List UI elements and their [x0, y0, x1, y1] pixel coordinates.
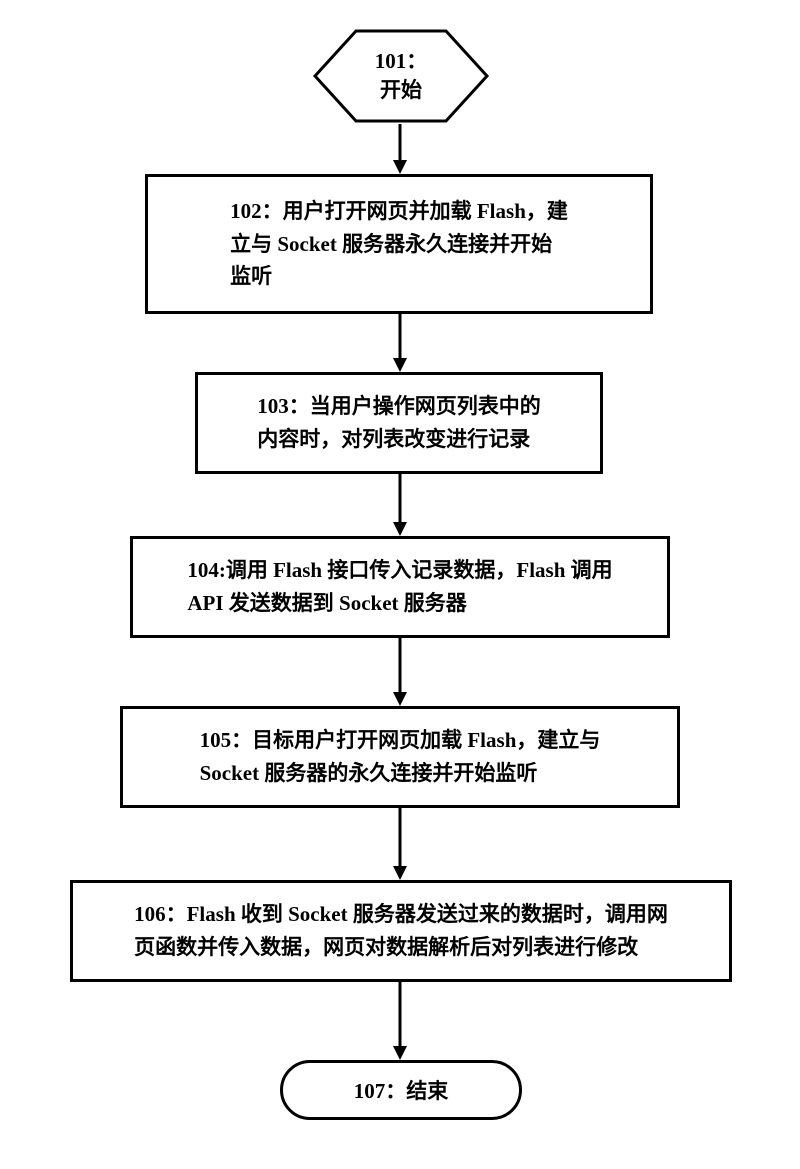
node-104-line2: API 发送数据到 Socket 服务器: [187, 591, 466, 615]
node-105-line1: 105：目标用户打开网页加载 Flash，建立与: [200, 728, 601, 752]
node-104: 104:调用 Flash 接口传入记录数据，Flash 调用 API 发送数据到…: [130, 536, 670, 638]
node-102: 102：用户打开网页并加载 Flash，建 立与 Socket 服务器永久连接并…: [145, 174, 653, 314]
node-106-line2: 页函数并传入数据，网页对数据解析后对列表进行修改: [134, 935, 638, 959]
edge-102-103: [390, 314, 410, 372]
node-start-101: 101： 开始: [312, 28, 490, 124]
node-end-107: 107：结束: [280, 1060, 522, 1120]
edge-104-105: [390, 638, 410, 706]
node-104-line1: 104:调用 Flash 接口传入记录数据，Flash 调用: [187, 558, 612, 582]
node-102-line2: 立与 Socket 服务器永久连接并开始: [230, 232, 552, 256]
edge-106-107: [390, 982, 410, 1060]
node-107-line1: 107：结束: [354, 1079, 449, 1103]
node-106-line1: 106：Flash 收到 Socket 服务器发送过来的数据时，调用网: [134, 902, 668, 926]
edge-101-102: [390, 124, 410, 174]
node-103-line1: 103：当用户操作网页列表中的: [257, 394, 541, 418]
node-101-line1: 101：: [375, 49, 428, 73]
node-102-line3: 监听: [230, 264, 272, 288]
node-105: 105：目标用户打开网页加载 Flash，建立与 Socket 服务器的永久连接…: [120, 706, 680, 808]
node-101-line2: 开始: [380, 78, 422, 102]
edge-103-104: [390, 474, 410, 536]
node-105-line2: Socket 服务器的永久连接并开始监听: [200, 761, 538, 785]
node-106: 106：Flash 收到 Socket 服务器发送过来的数据时，调用网 页函数并…: [70, 880, 732, 982]
node-102-line1: 102：用户打开网页并加载 Flash，建: [230, 199, 568, 223]
flowchart-canvas: 101： 开始 102：用户打开网页并加载 Flash，建 立与 Socket …: [0, 0, 800, 1169]
node-103: 103：当用户操作网页列表中的 内容时，对列表改变进行记录: [195, 372, 603, 474]
edge-105-106: [390, 808, 410, 880]
node-103-line2: 内容时，对列表改变进行记录: [257, 427, 530, 451]
